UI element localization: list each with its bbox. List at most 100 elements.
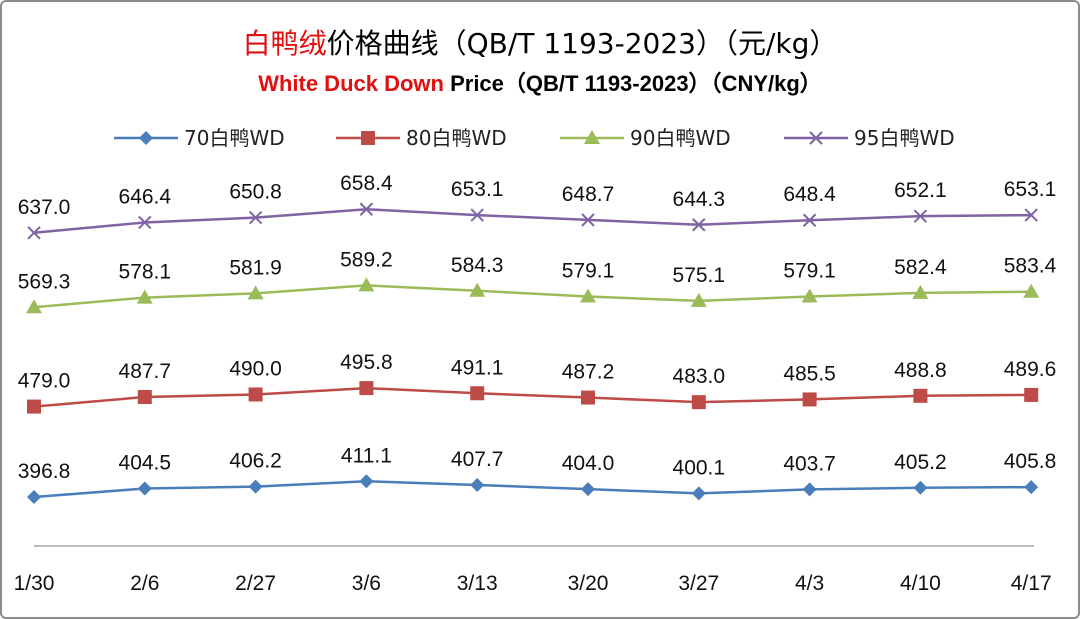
data-label: 648.7 — [562, 183, 615, 206]
data-point — [248, 387, 263, 402]
data-point — [248, 210, 263, 225]
legend-marker — [584, 130, 600, 144]
data-point-stroke-b — [802, 213, 817, 227]
data-point — [1024, 208, 1038, 222]
data-label: 648.4 — [783, 183, 836, 206]
data-label: 658.4 — [340, 172, 393, 195]
data-point — [359, 381, 374, 396]
data-point-stroke-b — [470, 208, 484, 222]
chart-title-en: White Duck Down Price（QB/T 1193-2023）（CN… — [0, 66, 1080, 98]
data-point-stroke-b — [138, 215, 152, 230]
data-point — [802, 482, 817, 497]
data-label: 403.7 — [783, 452, 836, 475]
data-point — [248, 479, 263, 494]
data-label: 406.2 — [229, 450, 282, 473]
data-point — [136, 289, 153, 304]
x-tick-label: 1/30 — [14, 572, 55, 595]
data-point — [358, 277, 375, 292]
data-point — [581, 390, 595, 405]
data-label: 479.0 — [18, 370, 71, 393]
data-point — [470, 208, 484, 222]
legend-entry: 80白鸭WD — [406, 126, 507, 150]
data-point — [247, 285, 264, 300]
data-point — [581, 213, 595, 227]
data-point — [912, 284, 929, 299]
data-point-stroke-b — [581, 213, 595, 227]
data-point-stroke-b — [1024, 208, 1038, 222]
legend-marker — [139, 131, 153, 145]
data-point — [26, 299, 42, 314]
data-point — [27, 490, 41, 504]
data-label: 575.1 — [673, 264, 726, 287]
legend-marker — [361, 131, 375, 145]
data-label: 650.8 — [229, 181, 282, 204]
data-label: 653.1 — [1004, 178, 1057, 201]
data-point — [359, 474, 374, 489]
data-label: 578.1 — [119, 261, 172, 284]
data-label: 653.1 — [451, 178, 504, 201]
data-label: 491.1 — [451, 356, 504, 379]
data-point — [137, 481, 152, 496]
data-point — [470, 386, 485, 401]
title-cn-highlight: 白鸭绒 — [242, 27, 327, 60]
data-point — [691, 486, 706, 501]
data-point — [913, 480, 928, 495]
data-label: 579.1 — [783, 259, 836, 282]
data-label: 400.1 — [673, 456, 726, 479]
legend-entry: 95白鸭WD — [854, 126, 955, 150]
x-tick-label: 3/13 — [457, 572, 498, 595]
data-label: 646.4 — [119, 185, 172, 208]
series-line — [33, 386, 1032, 408]
data-point — [137, 390, 152, 405]
data-point — [581, 482, 595, 497]
data-label: 490.0 — [229, 357, 282, 380]
data-label: 644.3 — [673, 188, 726, 211]
data-point — [913, 388, 928, 403]
data-label: 487.2 — [562, 361, 615, 384]
x-tick-label: 4/3 — [795, 572, 824, 595]
data-point — [690, 292, 707, 307]
data-point — [1024, 480, 1039, 495]
legend-marker — [809, 131, 823, 145]
data-label: 483.0 — [673, 365, 726, 388]
data-point — [802, 213, 817, 227]
legend-entry: 90白鸭WD — [630, 126, 731, 150]
data-label: 411.1 — [341, 444, 392, 467]
series-line — [33, 284, 1032, 309]
title-en-highlight: White Duck Down — [258, 71, 444, 96]
data-label: 485.5 — [783, 362, 836, 385]
data-point-stroke-b — [359, 202, 374, 216]
data-point — [469, 282, 486, 297]
x-tick-label: 3/20 — [568, 572, 609, 595]
data-point — [138, 215, 152, 230]
data-label: 396.8 — [18, 460, 71, 483]
data-point — [692, 218, 706, 232]
legend-marker-stroke-b — [809, 131, 823, 145]
data-point — [1023, 283, 1040, 298]
title-en-rest: Price（QB/T 1193-2023）（CNY/kg） — [443, 71, 822, 96]
data-label: 569.3 — [18, 270, 71, 293]
x-tick-label: 2/27 — [235, 572, 276, 595]
data-label: 579.1 — [562, 259, 615, 282]
data-point — [470, 478, 485, 493]
data-label: 582.4 — [894, 256, 947, 279]
data-point — [27, 399, 41, 414]
x-tick-label: 4/10 — [900, 572, 941, 595]
data-point-stroke-b — [913, 209, 928, 223]
x-tick-label: 4/17 — [1011, 572, 1052, 595]
data-label: 652.1 — [894, 179, 947, 202]
data-point — [691, 395, 706, 410]
data-point-stroke-b — [248, 210, 263, 225]
legend-entry: 70白鸭WD — [184, 126, 285, 150]
data-label: 583.4 — [1004, 255, 1057, 278]
data-label: 495.8 — [340, 351, 393, 374]
data-point-stroke-b — [692, 218, 706, 232]
data-label: 405.8 — [1004, 450, 1057, 473]
series-line — [33, 480, 1032, 499]
data-label: 489.6 — [1004, 358, 1057, 381]
data-label: 637.0 — [18, 196, 71, 219]
data-label: 589.2 — [340, 248, 393, 271]
data-label: 405.2 — [894, 451, 947, 474]
